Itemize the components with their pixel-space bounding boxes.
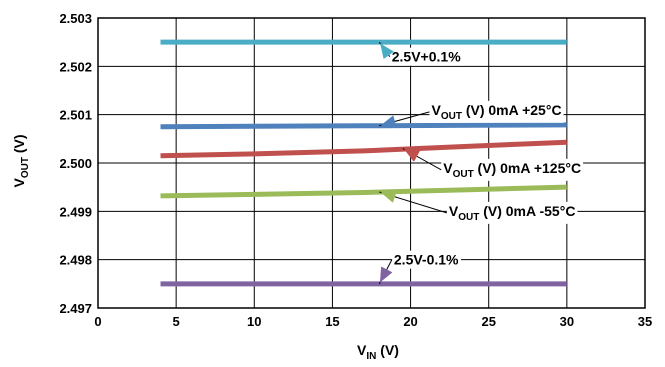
series-line <box>161 125 567 127</box>
y-axis-title-tail: (V) <box>11 134 27 157</box>
x-tick-label: 5 <box>173 314 180 329</box>
y-tick-label: 2.500 <box>59 156 92 171</box>
x-tick-label: 10 <box>247 314 261 329</box>
annotation-label-tail: (V) 0mA +125°C <box>474 160 581 176</box>
x-tick-label: 25 <box>481 314 495 329</box>
x-axis-title-tail: (V) <box>376 342 399 358</box>
annotation-label-sub: OUT <box>458 212 479 223</box>
y-tick-label: 2.497 <box>59 301 92 316</box>
y-tick-label: 2.499 <box>59 204 92 219</box>
annotation-label: 2.5V+0.1% <box>392 49 461 65</box>
x-tick-label: 15 <box>325 314 339 329</box>
x-axis-title: VIN (V) <box>357 342 399 362</box>
x-tick-label: 30 <box>560 314 574 329</box>
y-tick-label: 2.503 <box>59 11 92 26</box>
y-tick-label: 2.501 <box>59 108 92 123</box>
y-tick-label: 2.498 <box>59 253 92 268</box>
annotation-label-sub: OUT <box>441 111 462 122</box>
annotation-label: 2.5V-0.1% <box>394 252 459 268</box>
x-axis-title-sub: IN <box>366 351 376 362</box>
y-axis-title-sub: OUT <box>20 157 31 178</box>
x-tick-label: 20 <box>403 314 417 329</box>
y-axis-title: VOUT (V) <box>11 134 31 187</box>
x-tick-label: 35 <box>638 314 652 329</box>
annotation-label-sub: OUT <box>453 169 474 180</box>
annotation-label-tail: (V) 0mA -55°C <box>479 203 575 219</box>
annotation-label-tail: (V) 0mA +25°C <box>462 102 562 118</box>
y-tick-label: 2.502 <box>59 59 92 74</box>
x-tick-label: 0 <box>94 314 101 329</box>
